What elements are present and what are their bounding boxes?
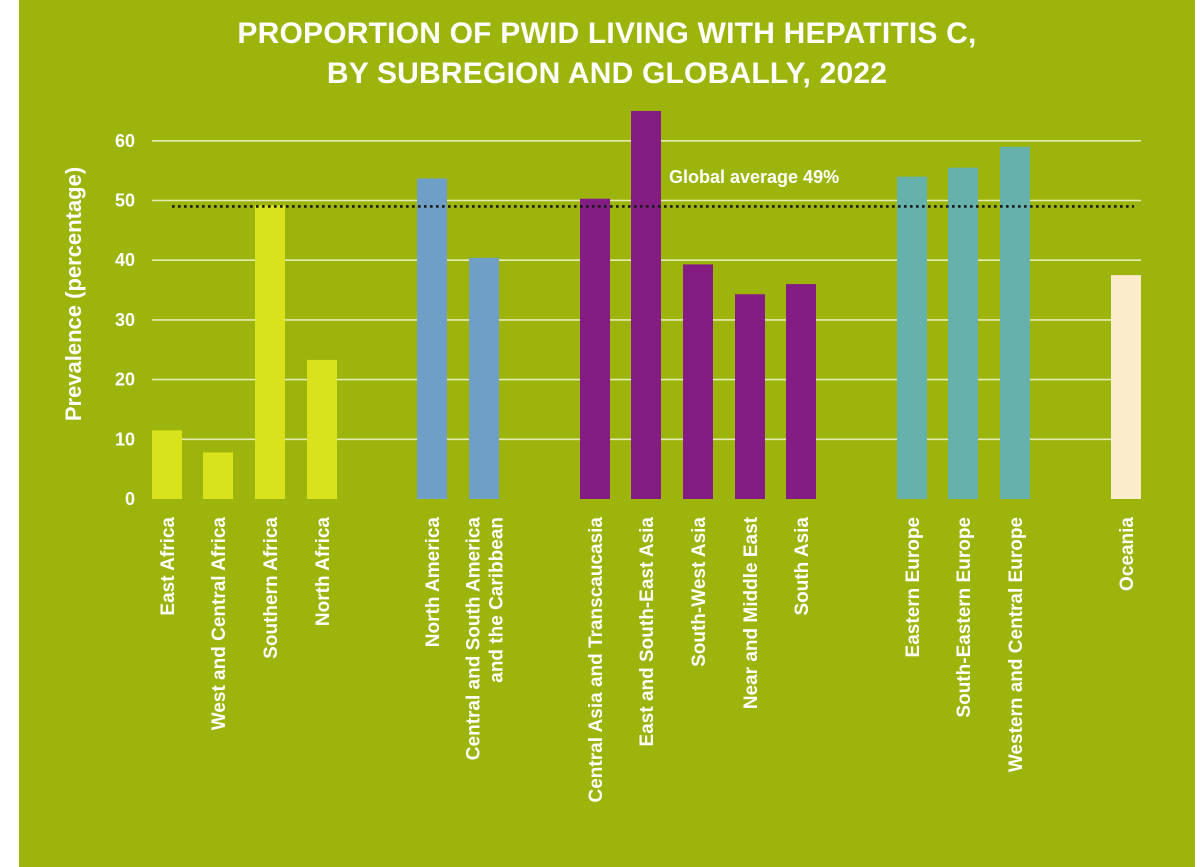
y-tick-label: 20 — [115, 370, 135, 390]
bar — [683, 264, 713, 499]
chart-title: PROPORTION OF PWID LIVING WITH HEPATITIS… — [19, 14, 1195, 94]
bar — [580, 198, 610, 500]
x-category-label: East and South-East Asia — [637, 517, 658, 747]
chart-title-line-2: BY SUBREGION AND GLOBALLY, 2022 — [326, 57, 888, 90]
x-category-label: South-West Asia — [689, 517, 710, 667]
x-category-label: and the Caribbean — [487, 517, 508, 683]
y-tick-label: 30 — [115, 310, 135, 330]
bar — [897, 176, 927, 499]
chart-panel: PROPORTION OF PWID LIVING WITH HEPATITIS… — [19, 0, 1195, 867]
y-axis-label: Prevalence (percentage) — [61, 167, 86, 421]
y-tick-label: 50 — [115, 191, 135, 211]
bar — [469, 257, 499, 499]
x-category-label: Central and South America — [464, 517, 485, 761]
bar — [1111, 275, 1141, 499]
bar — [203, 452, 233, 499]
y-tick-label: 60 — [115, 131, 135, 151]
y-tick-label: 40 — [115, 250, 135, 270]
bar — [786, 284, 816, 499]
x-category-label: Western and Central Europe — [1006, 517, 1027, 772]
chart-title-line-1: PROPORTION OF PWID LIVING WITH HEPATITIS… — [237, 17, 977, 50]
x-category-label: South Asia — [792, 517, 813, 616]
x-category-label: Near and Middle East — [741, 516, 762, 709]
y-tick-label: 0 — [125, 489, 135, 509]
bar — [735, 294, 765, 499]
x-category-label: Central Asia and Transcaucasia — [586, 517, 607, 803]
x-category-label: North Africa — [313, 517, 334, 627]
x-category-label: West and Central Africa — [209, 517, 230, 731]
x-category-label: South-Eastern Europe — [954, 517, 975, 718]
bar — [255, 205, 285, 499]
x-category-label: Southern Africa — [261, 517, 282, 659]
bar — [152, 430, 182, 499]
bar-chart: 0 10 20 30 40 50 60 Global average 49% East Afri… — [61, 110, 1141, 803]
x-category-label: Oceania — [1117, 517, 1138, 591]
x-category-label: East Africa — [158, 517, 179, 616]
bar — [1000, 146, 1030, 499]
global-average-label: Global average 49% — [669, 167, 839, 187]
bar — [631, 110, 661, 499]
bar — [307, 359, 337, 499]
y-tick-label: 10 — [115, 429, 135, 449]
x-category-label: North America — [423, 517, 444, 648]
bar — [417, 178, 447, 499]
bar — [948, 167, 978, 500]
x-category-label: Eastern Europe — [903, 517, 924, 657]
